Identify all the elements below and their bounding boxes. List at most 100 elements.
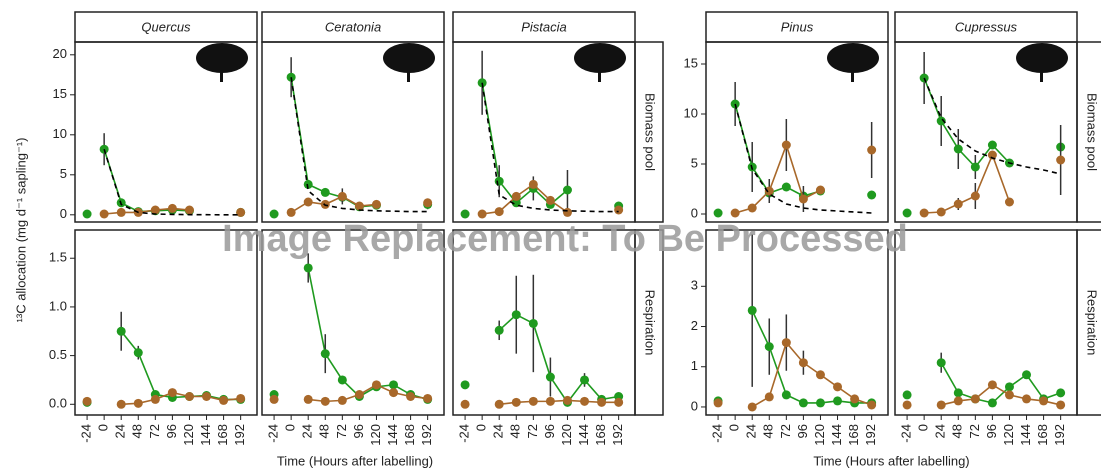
point [867,145,877,155]
row-label: Biomass pool [1085,93,1100,171]
panel [894,41,1078,223]
fit-line [923,77,1061,175]
x-tick-label: 72 [334,424,349,438]
point [202,392,212,401]
point [545,195,555,205]
y-tick-label: 20 [53,46,67,61]
panel [705,41,889,223]
point [580,375,590,385]
point [1004,390,1014,400]
x-tick-label: 168 [593,424,608,446]
x-tick-label: 96 [984,424,999,438]
x-tick-label: 0 [96,424,111,431]
point [269,209,279,219]
y-tick-label: 10 [684,105,698,120]
x-tick-label: 144 [385,424,400,446]
row-strip [1076,229,1101,416]
point [371,199,381,209]
point [528,179,538,189]
x-tick-label: 96 [164,424,179,438]
point [850,394,860,404]
point [511,310,521,320]
column-title: Ceratonia [325,19,381,34]
series-line [751,310,872,404]
strip [452,11,636,43]
point [337,395,347,405]
x-tick-label: 120 [1001,424,1016,446]
point [99,209,109,219]
row-label: Respiration [1085,290,1100,356]
point [320,187,330,197]
overlay-text: Image Replacement: To Be Processed [222,218,908,260]
series-line [307,267,428,401]
x-tick-label: 120 [559,424,574,446]
y-tick-label: 0.5 [49,347,67,362]
point [320,396,330,406]
y-tick-label: 0.0 [49,396,67,411]
x-tick-label: 96 [351,424,366,438]
point [494,207,504,217]
series-line [120,330,241,401]
point [815,185,825,195]
tree-icon [598,60,601,82]
row-strip [634,41,664,223]
x-tick-label: 120 [368,424,383,446]
x-tick-label: 192 [419,424,434,446]
x-tick-label: 72 [147,424,162,438]
point [936,207,946,217]
point [764,186,774,196]
x-tick-label: -24 [457,424,472,443]
point [798,398,808,408]
point [713,398,723,408]
point [236,393,246,403]
x-tick-label: 96 [795,424,810,438]
point [987,150,997,160]
point [477,209,487,219]
point [354,201,364,211]
x-tick-label: 168 [215,424,230,446]
point [953,144,963,154]
point [184,205,194,215]
x-tick-label: 168 [402,424,417,446]
point [494,176,504,186]
x-tick-label: 144 [1018,424,1033,446]
x-tick-label: 24 [933,424,948,438]
point [528,318,538,328]
point [580,396,590,406]
series-line [498,313,619,404]
point [545,396,555,406]
point [798,194,808,204]
point [987,380,997,390]
point [236,207,246,217]
y-tick-label: 1 [691,358,698,373]
y-tick-label: 10 [53,126,67,141]
point [562,185,572,195]
point [936,116,946,126]
point [902,400,912,410]
x-tick-label: 192 [232,424,247,446]
x-tick-label: -24 [710,424,725,443]
y-tick-label: 15 [684,55,698,70]
x-tick-label: 72 [967,424,982,438]
x-tick-label: 0 [283,424,298,431]
point [614,397,624,407]
point [1056,155,1066,165]
column-title: Pistacia [521,19,567,34]
point [1022,394,1032,404]
point [303,263,313,273]
strip [894,11,1078,43]
column-title: Quercus [141,19,191,34]
point [1056,400,1066,410]
x-tick-label: 0 [727,424,742,431]
y-tick-label: 5 [60,166,67,181]
column-title: Cupressus [955,19,1018,34]
y-tick-label: 0 [691,398,698,413]
x-axis-label: Time (Hours after labelling) [813,453,969,468]
x-tick-label: 144 [829,424,844,446]
point [167,203,177,213]
panel [705,229,889,416]
point [371,380,381,390]
point [1004,382,1014,392]
point [764,342,774,352]
